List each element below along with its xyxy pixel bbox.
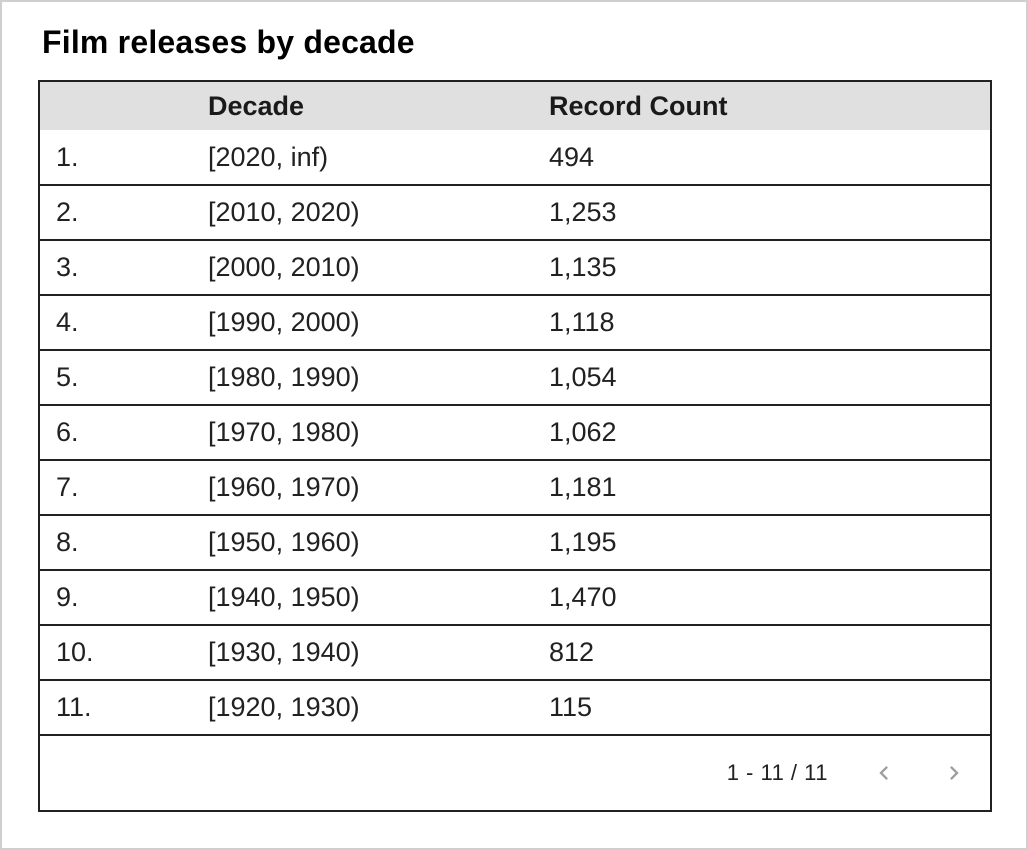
decade-column-header[interactable]: Decade — [192, 81, 533, 130]
table-chart-card: Decade Record Count 1. [2020, inf) 494 2… — [38, 80, 992, 812]
record-count-cell: 1,195 — [533, 515, 991, 571]
row-index-cell: 1. — [39, 130, 192, 186]
table-row[interactable]: 10. [1930, 1940) 812 — [39, 625, 991, 681]
decade-cell: [1950, 1960) — [192, 515, 533, 571]
table-row[interactable]: 2. [2010, 2020) 1,253 — [39, 185, 991, 241]
row-index-cell: 5. — [39, 350, 192, 406]
table-row[interactable]: 8. [1950, 1960) 1,195 — [39, 515, 991, 571]
decade-cell: [2000, 2010) — [192, 240, 533, 296]
record-count-cell: 1,181 — [533, 460, 991, 516]
row-index-cell: 7. — [39, 460, 192, 516]
table-row[interactable]: 7. [1960, 1970) 1,181 — [39, 460, 991, 516]
next-page-button[interactable] — [940, 759, 968, 787]
chevron-left-icon — [870, 759, 898, 787]
record-count-cell: 812 — [533, 625, 991, 681]
row-index-cell: 8. — [39, 515, 192, 571]
table-row[interactable]: 1. [2020, inf) 494 — [39, 130, 991, 186]
record-count-cell: 1,135 — [533, 240, 991, 296]
row-number-column-header — [39, 81, 192, 130]
decade-table: Decade Record Count 1. [2020, inf) 494 2… — [38, 80, 992, 812]
pagination-controls: 1 - 11 / 11 — [40, 759, 990, 787]
decade-cell: [1920, 1930) — [192, 680, 533, 736]
record-count-cell: 1,253 — [533, 185, 991, 241]
decade-cell: [1940, 1950) — [192, 570, 533, 626]
record-count-cell: 1,062 — [533, 405, 991, 461]
decade-cell: [1960, 1970) — [192, 460, 533, 516]
record-count-column-header[interactable]: Record Count — [533, 81, 991, 130]
record-count-cell: 1,118 — [533, 295, 991, 351]
record-count-cell: 115 — [533, 680, 991, 736]
record-count-cell: 1,470 — [533, 570, 991, 626]
page-title: Film releases by decade — [42, 24, 415, 60]
record-count-cell: 494 — [533, 130, 991, 186]
row-index-cell: 11. — [39, 680, 192, 736]
decade-cell: [1980, 1990) — [192, 350, 533, 406]
table-row[interactable]: 9. [1940, 1950) 1,470 — [39, 570, 991, 626]
decade-cell: [2020, inf) — [192, 130, 533, 186]
table-header-row: Decade Record Count — [39, 81, 991, 130]
row-index-cell: 9. — [39, 570, 192, 626]
decade-cell: [2010, 2020) — [192, 185, 533, 241]
row-index-cell: 4. — [39, 295, 192, 351]
decade-cell: [1930, 1940) — [192, 625, 533, 681]
row-index-cell: 10. — [39, 625, 192, 681]
previous-page-button[interactable] — [870, 759, 898, 787]
table-row[interactable]: 5. [1980, 1990) 1,054 — [39, 350, 991, 406]
decade-cell: [1990, 2000) — [192, 295, 533, 351]
table-row[interactable]: 4. [1990, 2000) 1,118 — [39, 295, 991, 351]
row-index-cell: 6. — [39, 405, 192, 461]
pagination-row: 1 - 11 / 11 — [39, 735, 991, 811]
row-index-cell: 3. — [39, 240, 192, 296]
pagination-range-label: 1 - 11 / 11 — [726, 760, 828, 785]
chevron-right-icon — [940, 759, 968, 787]
table-row[interactable]: 6. [1970, 1980) 1,062 — [39, 405, 991, 461]
table-row[interactable]: 11. [1920, 1930) 115 — [39, 680, 991, 736]
record-count-cell: 1,054 — [533, 350, 991, 406]
row-index-cell: 2. — [39, 185, 192, 241]
table-row[interactable]: 3. [2000, 2010) 1,135 — [39, 240, 991, 296]
decade-cell: [1970, 1980) — [192, 405, 533, 461]
